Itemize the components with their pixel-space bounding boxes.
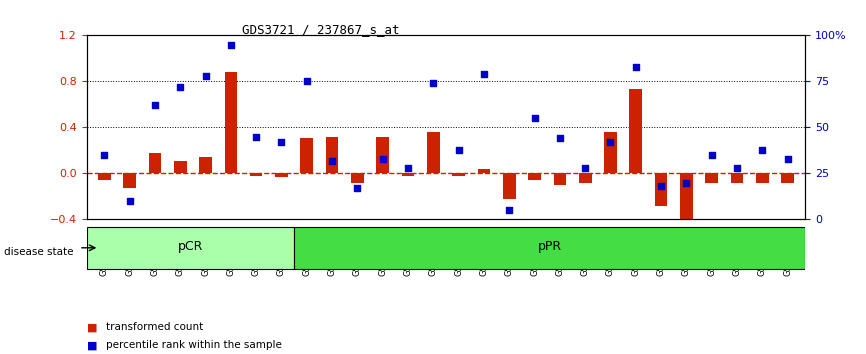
- Point: [781, 156, 795, 161]
- Bar: [553, 173, 566, 185]
- Bar: [630, 90, 642, 173]
- Text: pCR: pCR: [178, 240, 203, 253]
- Bar: [781, 173, 794, 183]
- Bar: [224, 72, 237, 173]
- Bar: [174, 161, 186, 173]
- Bar: [275, 173, 288, 177]
- Point: [730, 165, 744, 171]
- Point: [300, 79, 313, 84]
- Point: [275, 139, 288, 145]
- Point: [553, 136, 567, 141]
- Text: percentile rank within the sample: percentile rank within the sample: [106, 340, 281, 350]
- Point: [325, 158, 339, 164]
- Text: ■: ■: [87, 340, 97, 350]
- Bar: [199, 157, 212, 173]
- Bar: [478, 169, 490, 173]
- Text: transformed count: transformed count: [106, 322, 203, 332]
- Point: [123, 198, 137, 204]
- Point: [477, 71, 491, 77]
- Bar: [294, 227, 805, 268]
- Bar: [604, 132, 617, 173]
- Bar: [706, 173, 718, 183]
- Point: [97, 152, 111, 158]
- Point: [578, 165, 592, 171]
- Bar: [427, 132, 440, 173]
- Bar: [250, 173, 262, 176]
- Bar: [655, 173, 668, 206]
- Bar: [326, 137, 339, 173]
- Text: GDS3721 / 237867_s_at: GDS3721 / 237867_s_at: [242, 23, 399, 36]
- Point: [755, 147, 769, 152]
- Text: pPR: pPR: [538, 240, 562, 253]
- Point: [527, 115, 541, 121]
- Bar: [402, 173, 414, 176]
- Point: [705, 152, 719, 158]
- Point: [198, 73, 212, 79]
- Bar: [149, 153, 161, 173]
- Point: [426, 80, 440, 86]
- Bar: [578, 173, 591, 183]
- Bar: [301, 138, 313, 173]
- Point: [680, 180, 694, 185]
- Point: [629, 64, 643, 69]
- Point: [654, 183, 668, 189]
- Bar: [98, 173, 111, 180]
- Point: [452, 147, 466, 152]
- Point: [173, 84, 187, 90]
- Bar: [123, 173, 136, 188]
- Bar: [756, 173, 769, 183]
- Bar: [731, 173, 743, 183]
- Bar: [452, 173, 465, 176]
- Bar: [680, 173, 693, 242]
- Bar: [351, 173, 364, 183]
- Point: [351, 185, 365, 191]
- Point: [401, 165, 415, 171]
- Bar: [87, 227, 294, 268]
- Point: [604, 139, 617, 145]
- Bar: [528, 173, 541, 180]
- Point: [376, 156, 390, 161]
- Bar: [503, 173, 515, 199]
- Point: [224, 42, 238, 47]
- Text: ■: ■: [87, 322, 97, 332]
- Bar: [377, 137, 389, 173]
- Point: [502, 207, 516, 213]
- Text: disease state: disease state: [4, 247, 74, 257]
- Point: [148, 103, 162, 108]
- Point: [249, 134, 263, 139]
